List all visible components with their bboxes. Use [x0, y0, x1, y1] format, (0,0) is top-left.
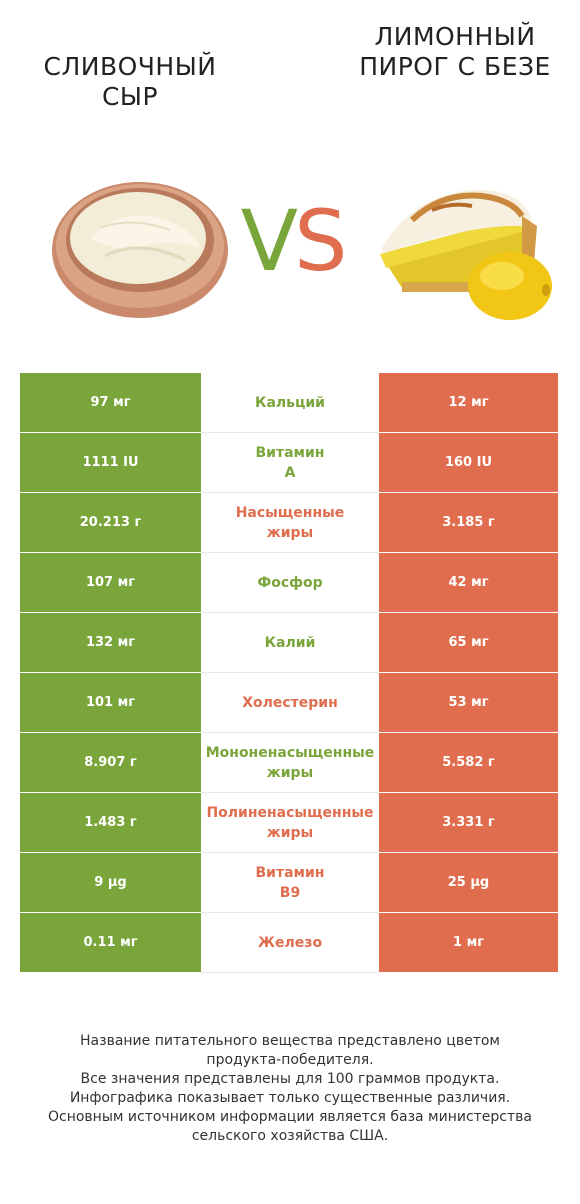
nutrient-name: Витамин B9	[201, 853, 379, 912]
left-value: 1.483 г	[20, 793, 201, 852]
nutrient-name: Полиненасыщенные жиры	[201, 793, 379, 852]
footer-line: сельского хозяйства США.	[191, 1128, 389, 1144]
left-value: 9 µg	[20, 853, 201, 912]
vs-v: V	[240, 192, 299, 290]
right-value: 25 µg	[379, 853, 558, 912]
footer-line: Название питательного вещества представл…	[80, 1033, 500, 1049]
row-divider	[201, 972, 379, 973]
row-divider	[201, 672, 379, 673]
right-value: 3.331 г	[379, 793, 558, 852]
row-divider	[201, 432, 379, 433]
table-row: 9 µg Витамин B9 25 µg	[20, 853, 558, 913]
right-value: 53 мг	[379, 673, 558, 732]
nutrient-name: Насыщенные жиры	[201, 493, 379, 552]
left-value: 0.11 мг	[20, 913, 201, 972]
footer-line: Инфографика показывает только существенн…	[69, 1090, 511, 1106]
nutrient-name: Фосфор	[201, 553, 379, 612]
left-value: 97 мг	[20, 373, 201, 432]
footer-line: продукта-победителя.	[206, 1052, 374, 1068]
table-row: 0.11 мг Железо 1 мг	[20, 913, 558, 973]
table-row: 101 мг Холестерин 53 мг	[20, 673, 558, 733]
row-divider	[201, 492, 379, 493]
table-row: 132 мг Калий 65 мг	[20, 613, 558, 673]
footer-notes: Название питательного вещества представл…	[10, 1032, 570, 1146]
row-divider	[201, 912, 379, 913]
table-row: 20.213 г Насыщенные жиры 3.185 г	[20, 493, 558, 553]
table-row: 1.483 г Полиненасыщенные жиры 3.331 г	[20, 793, 558, 853]
right-value: 65 мг	[379, 613, 558, 672]
right-value: 42 мг	[379, 553, 558, 612]
left-value: 107 мг	[20, 553, 201, 612]
nutrient-name: Мононенасыщенные жиры	[201, 733, 379, 792]
nutrient-comparison-table: 97 мг Кальций 12 мг 1111 IU Витамин A 160 IU 20…	[20, 373, 558, 973]
nutrient-name: Витамин A	[201, 433, 379, 492]
left-value: 1111 IU	[20, 433, 201, 492]
right-value: 3.185 г	[379, 493, 558, 552]
footer-line: Все значения представлены для 100 граммо…	[80, 1071, 500, 1087]
lemon-meringue-pie-image	[380, 189, 552, 320]
nutrient-name: Калий	[201, 613, 379, 672]
row-divider	[201, 552, 379, 553]
left-product-title: СЛИВОЧНЫЙ СЫР	[43, 52, 217, 111]
right-value: 160 IU	[379, 433, 558, 492]
row-divider	[201, 732, 379, 733]
row-divider	[201, 792, 379, 793]
table-row: 97 мг Кальций 12 мг	[20, 373, 558, 433]
left-value: 20.213 г	[20, 493, 201, 552]
left-value: 8.907 г	[20, 733, 201, 792]
right-value: 5.582 г	[379, 733, 558, 792]
table-row: 8.907 г Мононенасыщенные жиры 5.582 г	[20, 733, 558, 793]
left-value: 132 мг	[20, 613, 201, 672]
nutrient-name: Холестерин	[201, 673, 379, 732]
nutrient-name: Кальций	[201, 373, 379, 432]
vs-label: VS	[222, 196, 362, 286]
nutrient-name: Железо	[201, 913, 379, 972]
right-value: 1 мг	[379, 913, 558, 972]
left-value: 101 мг	[20, 673, 201, 732]
table-row: 1111 IU Витамин A 160 IU	[20, 433, 558, 493]
right-value: 12 мг	[379, 373, 558, 432]
right-product-title: ЛИМОННЫЙ ПИРОГ С БЕЗЕ	[359, 22, 551, 81]
table-row: 107 мг Фосфор 42 мг	[20, 553, 558, 613]
row-divider	[201, 852, 379, 853]
row-divider	[201, 612, 379, 613]
cream-cheese-image	[52, 182, 228, 318]
vs-s: S	[294, 192, 347, 290]
footer-line: Основным источником информации является …	[48, 1109, 532, 1125]
